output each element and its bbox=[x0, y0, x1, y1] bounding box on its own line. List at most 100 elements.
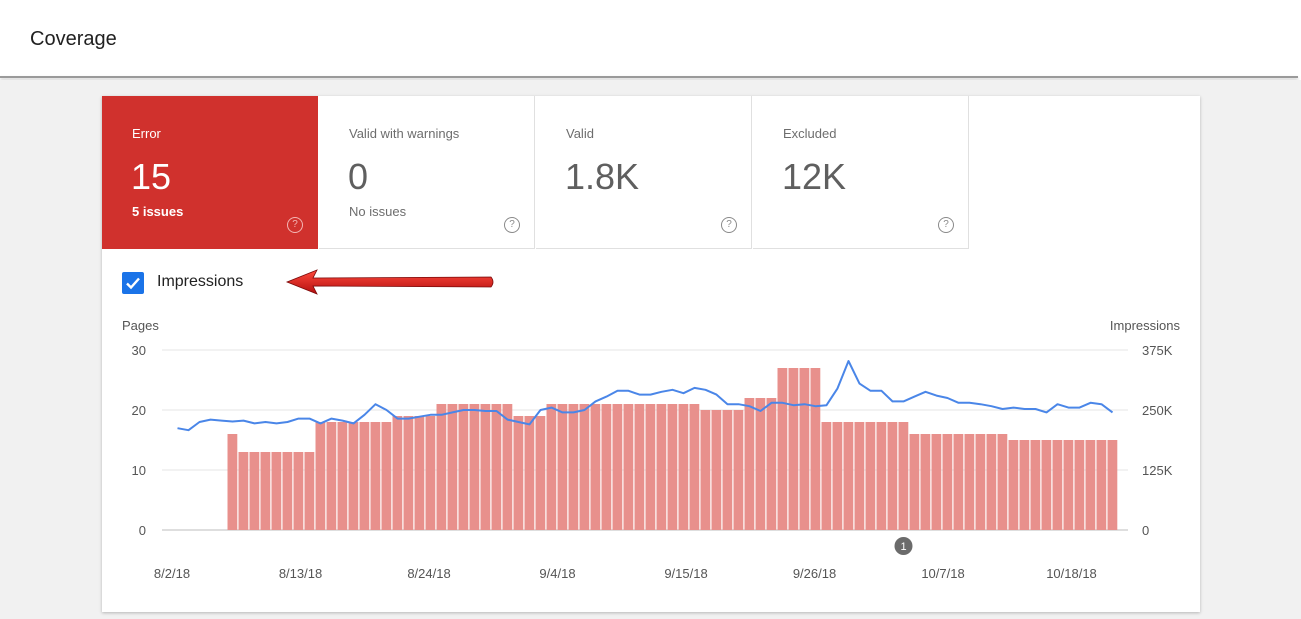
help-icon[interactable]: ? bbox=[938, 217, 954, 233]
pages-bar bbox=[975, 434, 986, 530]
tile-value: 0 bbox=[348, 156, 369, 197]
x-tick-label: 9/26/18 bbox=[793, 566, 836, 581]
pages-bar bbox=[260, 452, 271, 530]
pages-bar bbox=[271, 452, 282, 530]
impressions-label: Impressions bbox=[157, 273, 244, 290]
pages-bar bbox=[656, 404, 667, 530]
pages-bar bbox=[227, 434, 238, 530]
pages-bar bbox=[843, 422, 854, 530]
pages-bar bbox=[546, 404, 557, 530]
pages-bar bbox=[601, 404, 612, 530]
tile-error[interactable]: Error 15 5 issues ? bbox=[102, 96, 318, 249]
pages-bar bbox=[1019, 440, 1030, 530]
tile-value: 1.8K bbox=[565, 156, 640, 197]
pages-bar bbox=[1041, 440, 1052, 530]
x-axis-ticks: 8/2/18 8/13/18 8/24/18 9/4/18 9/15/18 9/26/18… bbox=[154, 566, 1097, 581]
pages-bar bbox=[854, 422, 865, 530]
pages-bar bbox=[392, 416, 403, 530]
tile-valid-with-warnings[interactable]: Valid with warnings 0 No issues ? bbox=[319, 96, 535, 249]
pages-bar bbox=[689, 404, 700, 530]
pages-bar bbox=[590, 404, 601, 530]
tile-label: Error bbox=[132, 126, 161, 141]
pages-bar bbox=[942, 434, 953, 530]
x-tick-label: 8/13/18 bbox=[279, 566, 322, 581]
tile-valid[interactable]: Valid 1.8K ? bbox=[536, 96, 752, 249]
pages-bar bbox=[480, 404, 491, 530]
pages-bar bbox=[744, 398, 755, 530]
pages-bar bbox=[1052, 440, 1063, 530]
pages-bar bbox=[425, 416, 436, 530]
x-tick-label: 8/2/18 bbox=[154, 566, 190, 581]
pages-bar bbox=[887, 422, 898, 530]
page-header: Coverage bbox=[0, 0, 1301, 76]
pages-bar bbox=[1063, 440, 1074, 530]
pages-bar bbox=[1008, 440, 1019, 530]
pages-bar bbox=[755, 398, 766, 530]
annotation-marker[interactable]: 1 bbox=[894, 537, 913, 555]
pages-bar bbox=[986, 434, 997, 530]
pages-bar bbox=[469, 404, 480, 530]
pages-bar bbox=[678, 404, 689, 530]
y2-tick-label: 0 bbox=[1142, 523, 1149, 538]
tile-label: Excluded bbox=[783, 126, 837, 141]
pages-bar bbox=[997, 434, 1008, 530]
pages-bar bbox=[700, 410, 711, 530]
pages-bar bbox=[370, 422, 381, 530]
pages-bar bbox=[953, 434, 964, 530]
pages-bar bbox=[645, 404, 656, 530]
pages-bar bbox=[535, 416, 546, 530]
y-tick-label: 30 bbox=[132, 343, 146, 358]
pages-bar bbox=[1085, 440, 1096, 530]
pages-bar bbox=[513, 416, 524, 530]
pages-bar bbox=[810, 368, 821, 530]
impressions-checkbox[interactable] bbox=[122, 272, 144, 294]
annotation-label: 1 bbox=[900, 541, 906, 553]
pages-bar bbox=[898, 422, 909, 530]
help-icon[interactable]: ? bbox=[504, 217, 520, 233]
y2-axis-label: Impressions bbox=[1110, 318, 1181, 333]
help-icon[interactable]: ? bbox=[721, 217, 737, 233]
pages-bar bbox=[414, 416, 425, 530]
pages-bar bbox=[876, 422, 887, 530]
pages-bar bbox=[788, 368, 799, 530]
y-tick-label: 20 bbox=[132, 403, 146, 418]
help-icon[interactable]: ? bbox=[287, 217, 303, 233]
impressions-line bbox=[177, 360, 1114, 432]
pages-bar bbox=[282, 452, 293, 530]
pages-bar bbox=[1096, 440, 1107, 530]
pages-bar bbox=[337, 422, 348, 530]
pages-bar bbox=[634, 404, 645, 530]
pages-bar bbox=[249, 452, 260, 530]
pages-bar bbox=[612, 404, 623, 530]
y-axis-label: Pages bbox=[122, 318, 159, 333]
x-tick-label: 10/18/18 bbox=[1046, 566, 1097, 581]
x-tick-label: 9/4/18 bbox=[539, 566, 575, 581]
pages-bar bbox=[799, 368, 810, 530]
pages-bar bbox=[766, 398, 777, 530]
y2-tick-label: 375K bbox=[1142, 343, 1173, 358]
pages-bar bbox=[524, 416, 535, 530]
pages-bar bbox=[293, 452, 304, 530]
tile-value: 12K bbox=[782, 156, 847, 197]
pages-bar bbox=[458, 404, 469, 530]
pages-bar bbox=[326, 422, 337, 530]
x-tick-label: 8/24/18 bbox=[407, 566, 450, 581]
pages-bar bbox=[722, 410, 733, 530]
pages-bar bbox=[909, 434, 920, 530]
tile-label: Valid with warnings bbox=[349, 126, 460, 141]
pages-bar bbox=[579, 404, 590, 530]
red-arrow-annotation bbox=[285, 269, 494, 295]
header-divider bbox=[0, 76, 1298, 78]
tile-excluded[interactable]: Excluded 12K ? bbox=[753, 96, 969, 249]
pages-bar bbox=[304, 452, 315, 530]
tile-subtext: No issues bbox=[349, 204, 407, 219]
pages-bar bbox=[821, 422, 832, 530]
y-axis-ticks: 0 10 20 30 bbox=[132, 343, 146, 538]
pages-bar bbox=[359, 422, 370, 530]
page-title: Coverage bbox=[30, 28, 117, 50]
pages-bar bbox=[447, 404, 458, 530]
pages-bar bbox=[238, 452, 249, 530]
y-tick-label: 0 bbox=[139, 523, 146, 538]
tile-value: 15 bbox=[131, 156, 172, 197]
annotation-dot bbox=[894, 537, 913, 555]
